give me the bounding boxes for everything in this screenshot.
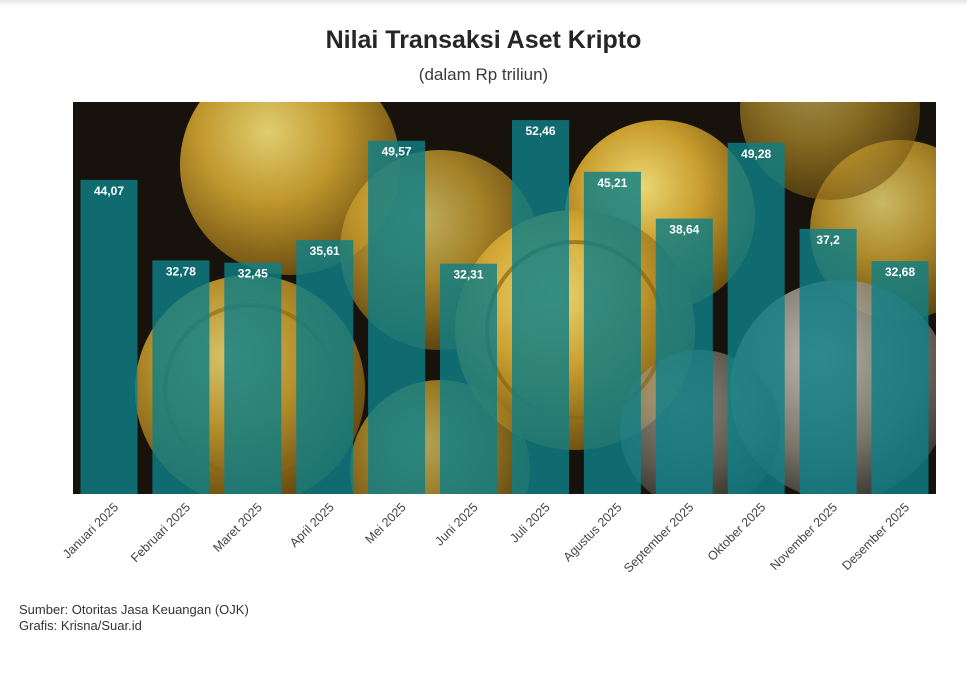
bar-12 [871, 261, 929, 494]
bar-11 [799, 228, 857, 494]
x-tick-label-4: April 2025 [287, 500, 337, 550]
source-note: Sumber: Otoritas Jasa Keuangan (OJK) [19, 602, 249, 617]
x-tick-label-3: Maret 2025 [210, 500, 265, 555]
x-tick-label-7: Juli 2025 [507, 500, 552, 545]
x-tick-label-8: Agustus 2025 [561, 500, 625, 564]
bar-2 [152, 260, 210, 494]
bar-9 [655, 218, 713, 494]
chart-footer: Sumber: Otoritas Jasa Keuangan (OJK) Gra… [19, 602, 249, 634]
bar-value-label-4: 35,61 [310, 244, 340, 258]
chart-title: Nilai Transaksi Aset Kripto [325, 26, 642, 54]
bar-value-label-2: 32,78 [166, 264, 196, 278]
bar-value-label-6: 32,31 [453, 268, 483, 282]
bar-4 [296, 240, 354, 494]
x-tick-label-11: November 2025 [767, 500, 840, 573]
bar-6 [440, 263, 497, 494]
bar-value-label-11: 37,2 [816, 233, 840, 247]
bar-value-label-10: 49,28 [741, 147, 771, 161]
x-tick-label-2: Februari 2025 [128, 500, 193, 565]
top-shadow-strip [0, 0, 967, 6]
bar-8 [583, 171, 641, 495]
bar-7 [512, 120, 569, 494]
bar-5 [368, 140, 426, 494]
bar-value-label-12: 32,68 [885, 265, 915, 279]
credit-note: Grafis: Krisna/Suar.id [19, 618, 142, 633]
bar-value-label-9: 38,64 [669, 223, 699, 237]
chart-subtitle: (dalam Rp triliun) [418, 65, 549, 84]
bar-value-label-5: 49,57 [382, 145, 412, 159]
bar-10 [727, 142, 785, 495]
x-tick-label-10: Oktober 2025 [705, 500, 768, 563]
bar-value-label-7: 52,46 [525, 124, 555, 138]
x-tick-label-12: Desember 2025 [839, 500, 912, 573]
bar-value-label-1: 44,07 [94, 184, 124, 198]
bar-value-label-3: 32,45 [238, 267, 268, 281]
bar-value-label-8: 45,21 [597, 176, 627, 190]
x-tick-label-1: Januari 2025 [60, 500, 121, 561]
x-tick-label-9: September 2025 [621, 500, 696, 575]
x-tick-label-6: Juni 2025 [432, 500, 480, 548]
x-tick-label-5: Mei 2025 [362, 500, 408, 546]
bar-1 [80, 179, 138, 494]
bar-3 [224, 262, 282, 494]
